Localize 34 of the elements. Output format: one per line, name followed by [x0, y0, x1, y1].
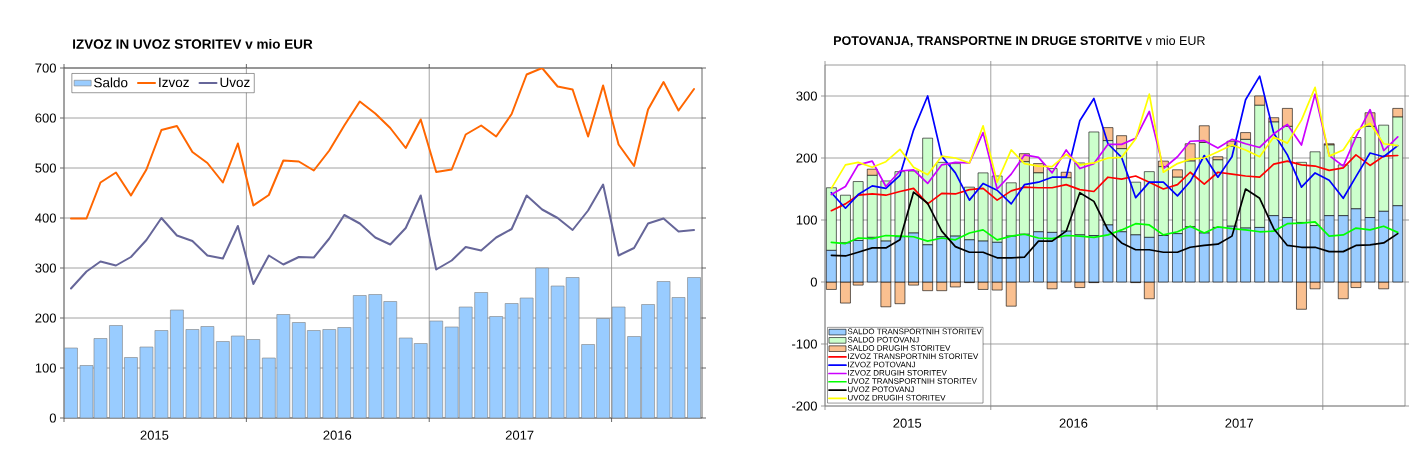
y-tick-label: 100 [796, 215, 817, 225]
legend-label: Uvoz [220, 77, 250, 88]
y-tick-label: 500 [35, 163, 56, 173]
y-tick-label: -100 [792, 339, 817, 349]
y-tick-label: 400 [35, 213, 56, 223]
x-tick-label: 2015 [140, 430, 169, 440]
chart-title: POTOVANJA, TRANSPORTNE IN DRUGE STORITVE v mio EUR [834, 35, 1205, 47]
legend-label: SALDO TRANSPORTNIH STORITEV [847, 328, 982, 335]
x-tick-label: 2016 [1059, 418, 1088, 428]
y-tick-label: 300 [35, 263, 56, 273]
y-tick-label: 100 [35, 363, 56, 373]
x-tick-label: 2015 [893, 418, 922, 428]
legend-label: UVOZ DRUGIH STORITEV [848, 394, 946, 401]
x-tick-label: 2016 [323, 430, 352, 440]
x-tick-label: 2017 [505, 430, 534, 440]
y-tick-label: 600 [35, 113, 56, 123]
y-tick-label: 0 [810, 277, 817, 287]
chart-title: IZVOZ IN UVOZ STORITEV v mio EUR [73, 38, 313, 49]
legend-label: IZVOZ POTOVANJ [848, 361, 916, 368]
legend-label: Izvoz [159, 77, 189, 88]
legend-label: IZVOZ TRANSPORTNIH STORITEV [848, 353, 979, 360]
legend-label: SALDO POTOVANJ [847, 336, 919, 343]
y-tick-label: 300 [796, 91, 817, 101]
y-tick-label: 700 [35, 63, 56, 73]
y-tick-label: 0 [49, 413, 56, 423]
legend-label: Saldo [94, 77, 128, 88]
y-tick-label: -200 [792, 401, 817, 411]
legend-label: UVOZ POTOVANJ [848, 386, 914, 393]
legend-label: SALDO DRUGIH STORITEV [847, 345, 951, 351]
x-tick-label: 2017 [1225, 418, 1254, 428]
legend-label: UVOZ TRANSPORTNIH STORITEV [848, 378, 977, 384]
y-tick-label: 200 [796, 153, 817, 163]
y-tick-label: 200 [35, 313, 56, 323]
legend-label: IZVOZ DRUGIH STORITEV [848, 369, 947, 376]
